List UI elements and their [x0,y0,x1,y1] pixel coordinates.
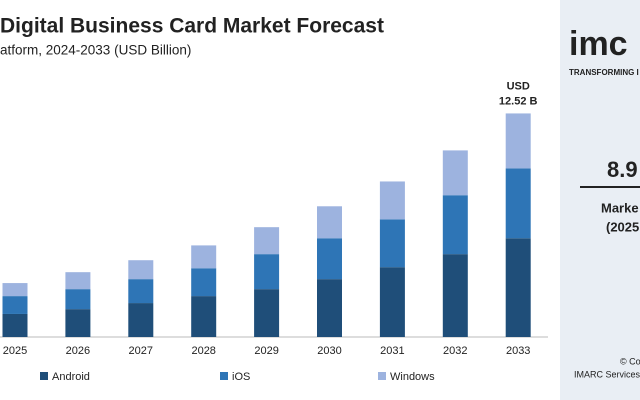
bar-segment [442,195,468,255]
annotation: USD [507,80,530,92]
chart-title: Digital Business Card Market Forecast [0,15,384,38]
legend-label: Android [52,371,90,383]
bar-segment [2,313,28,337]
legend-swatch [220,372,228,380]
bar-segment [505,238,531,337]
x-tick-label: 2027 [129,345,153,357]
footer: © Co [620,356,640,366]
bar-segment [2,296,28,314]
chart-subtitle: atform, 2024-2033 (USD Billion) [0,43,191,58]
bar-segment [191,245,217,269]
bar-segment [379,181,405,220]
bar-segment [254,227,280,255]
bar-segment [505,168,531,239]
bar-segment [254,254,280,290]
bar-segment [379,219,405,268]
bar-segment [442,150,468,196]
x-tick-label: 2032 [443,345,467,357]
bar-segment [317,279,342,337]
tagline: TRANSFORMING I [569,68,639,77]
bar-segment [317,238,342,280]
side-panel [560,0,640,400]
x-tick-label: 2028 [191,345,215,357]
x-tick-label: 2030 [317,345,341,357]
bar-segment [128,303,154,337]
stat: 8.9 [607,157,638,182]
annotation: 12.52 B [499,95,538,107]
bar-segment [505,113,531,169]
legend-swatch [378,372,386,380]
x-tick-label: 2025 [3,345,27,357]
bar-segment [442,254,468,337]
stat-label: (2025 [606,219,639,234]
x-tick-label: 2031 [380,345,404,357]
footer: IMARC Services P [574,369,640,379]
legend-swatch [40,372,48,380]
bar-segment [128,260,154,280]
bar-segment [254,289,280,337]
x-tick-label: 2033 [506,345,530,357]
bar-segment [191,296,217,337]
legend-label: iOS [232,371,250,383]
x-tick-label: 2026 [66,345,90,357]
logo: imc [569,25,628,63]
bar-segment [65,289,91,310]
bar-segment [65,309,91,337]
legend-label: Windows [390,371,435,383]
x-tick-label: 2029 [254,345,278,357]
bar-segment [128,279,154,304]
bar-segment [317,206,342,239]
bar-segment [191,268,217,297]
bar-segment [2,283,28,297]
bar-segment [379,267,405,337]
bar-segment [65,272,91,290]
stat-label: Marke [601,200,639,215]
